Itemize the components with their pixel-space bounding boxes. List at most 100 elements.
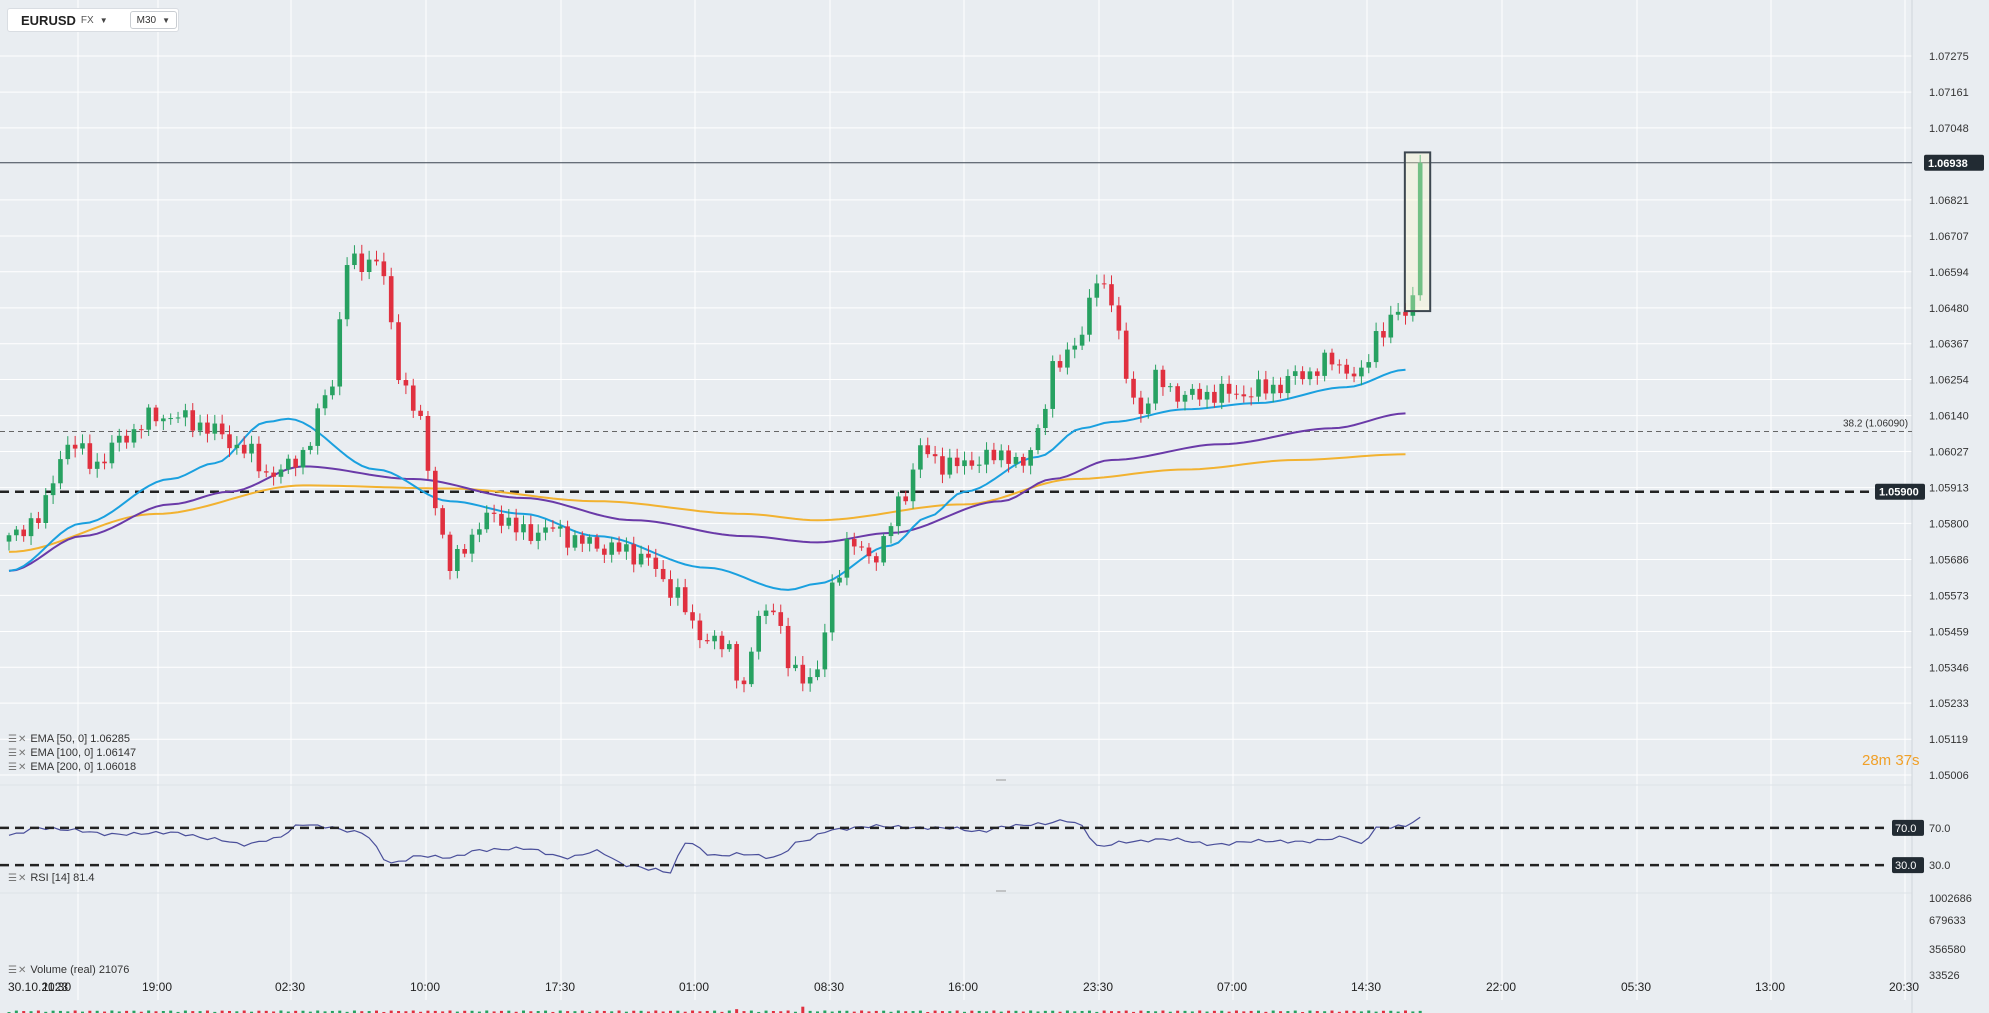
candle-body bbox=[499, 513, 504, 526]
candle-body bbox=[653, 557, 659, 569]
y-tick-label: 1.06140 bbox=[1929, 411, 1969, 423]
ema50-legend[interactable]: ☰✕ EMA [50, 0] 1.06285 bbox=[8, 733, 130, 745]
candle-body bbox=[918, 445, 923, 470]
candle bbox=[1219, 375, 1225, 410]
candle bbox=[374, 250, 379, 266]
volume-bar bbox=[448, 1010, 452, 1013]
settings-close-icon[interactable]: ☰✕ bbox=[8, 965, 28, 976]
volume-bar bbox=[426, 1010, 430, 1013]
volume-bar bbox=[1315, 1011, 1319, 1013]
rsi-legend[interactable]: ☰✕ RSI [14] 81.4 bbox=[8, 872, 95, 884]
ema200-legend[interactable]: ☰✕ EMA [200, 0] 1.06018 bbox=[8, 761, 136, 773]
volume-bar bbox=[1124, 1010, 1128, 1013]
candle bbox=[925, 437, 931, 458]
candle-body bbox=[1116, 305, 1122, 331]
candle-body bbox=[425, 415, 431, 471]
candle bbox=[80, 434, 85, 455]
volume-bar bbox=[985, 1011, 989, 1013]
candle bbox=[43, 488, 49, 529]
rsi-line bbox=[8, 816, 1421, 874]
candle bbox=[418, 404, 423, 420]
volume-bar bbox=[838, 1010, 842, 1013]
volume-bar bbox=[749, 1010, 753, 1013]
timeframe-selector[interactable]: M30 ▼ bbox=[129, 11, 177, 29]
volume-bar bbox=[308, 1011, 312, 1013]
support-tag-text: 1.05900 bbox=[1879, 487, 1919, 499]
candle-body bbox=[580, 535, 585, 544]
candle bbox=[1028, 447, 1033, 475]
settings-close-icon[interactable]: ☰✕ bbox=[8, 734, 28, 745]
candle-body bbox=[1278, 384, 1283, 394]
candle-body bbox=[888, 526, 894, 537]
x-tick-label: 14:30 bbox=[1351, 980, 1381, 994]
candle-body bbox=[256, 443, 262, 472]
volume-bar bbox=[316, 1010, 320, 1013]
volume-bar bbox=[551, 1011, 555, 1013]
candle bbox=[352, 245, 357, 270]
volume-bar bbox=[1337, 1011, 1341, 1013]
volume-bar bbox=[1007, 1010, 1011, 1013]
volume-bar bbox=[1058, 1011, 1062, 1013]
support-tag: 1.05900 bbox=[1875, 483, 1925, 500]
candle-body bbox=[602, 548, 607, 555]
settings-close-icon[interactable]: ☰✕ bbox=[8, 748, 28, 759]
candle-body bbox=[43, 495, 49, 524]
rsi-level-tag-text: 30.0 bbox=[1895, 860, 1916, 872]
volume-bar bbox=[779, 1011, 783, 1013]
y-tick-label: 1.07048 bbox=[1929, 123, 1969, 135]
volume-bar bbox=[1359, 1011, 1363, 1013]
candle-body bbox=[1219, 383, 1225, 403]
volume-bar bbox=[1220, 1010, 1224, 1013]
candle bbox=[1417, 154, 1423, 301]
volume-bar bbox=[624, 1011, 628, 1013]
candle bbox=[976, 456, 982, 473]
candle bbox=[469, 528, 475, 563]
y-tick-label: 1.06594 bbox=[1929, 267, 1969, 279]
y-tick-label: 1.07275 bbox=[1929, 51, 1969, 63]
y-tick-label: 1.05233 bbox=[1929, 698, 1969, 710]
candle bbox=[477, 522, 482, 543]
volume-bar bbox=[1381, 1010, 1385, 1013]
chevron-down-icon[interactable]: ▼ bbox=[99, 15, 108, 25]
volume-bar bbox=[367, 1011, 371, 1013]
ema100-legend[interactable]: ☰✕ EMA [100, 0] 1.06147 bbox=[8, 747, 136, 759]
ema50-label: EMA [50, 0] 1.06285 bbox=[30, 733, 131, 745]
volume-legend[interactable]: ☰✕ Volume (real) 21076 bbox=[8, 964, 129, 976]
candle bbox=[433, 466, 438, 516]
volume-bar bbox=[874, 1010, 878, 1013]
candle bbox=[14, 526, 19, 541]
candle-body bbox=[308, 445, 313, 450]
candle-body bbox=[131, 429, 137, 443]
candle-body bbox=[1337, 364, 1342, 366]
volume-bar bbox=[1176, 1010, 1180, 1013]
candle-body bbox=[374, 259, 379, 262]
candle-body bbox=[675, 587, 681, 598]
volume-bar bbox=[419, 1011, 423, 1013]
volume-bar bbox=[816, 1011, 819, 1013]
settings-close-icon[interactable]: ☰✕ bbox=[8, 762, 28, 773]
candle-body bbox=[1021, 456, 1026, 466]
candle bbox=[1094, 274, 1100, 307]
candle bbox=[1278, 377, 1283, 399]
candle bbox=[682, 578, 688, 615]
candle-body bbox=[631, 544, 637, 565]
volume-bar bbox=[1293, 1010, 1297, 1013]
candle bbox=[315, 403, 320, 455]
volume-bar bbox=[323, 1011, 327, 1013]
candle bbox=[1366, 354, 1372, 374]
symbol-selector[interactable]: EURUSD FX ▼ M30 ▼ bbox=[7, 8, 179, 32]
candle-body bbox=[896, 496, 901, 527]
candle-body bbox=[1190, 388, 1195, 395]
candle-body bbox=[1087, 297, 1092, 335]
candle bbox=[175, 411, 181, 424]
candle-body bbox=[984, 449, 989, 465]
y-tick-label: 1.06027 bbox=[1929, 446, 1969, 458]
volume-bar bbox=[1095, 1011, 1099, 1013]
candle-body bbox=[1285, 375, 1291, 394]
candle bbox=[1373, 322, 1379, 368]
candle-body bbox=[1050, 361, 1055, 409]
settings-close-icon[interactable]: ☰✕ bbox=[8, 873, 28, 884]
candle-body bbox=[1138, 397, 1144, 414]
x-tick-label: 05:30 bbox=[1621, 980, 1651, 994]
